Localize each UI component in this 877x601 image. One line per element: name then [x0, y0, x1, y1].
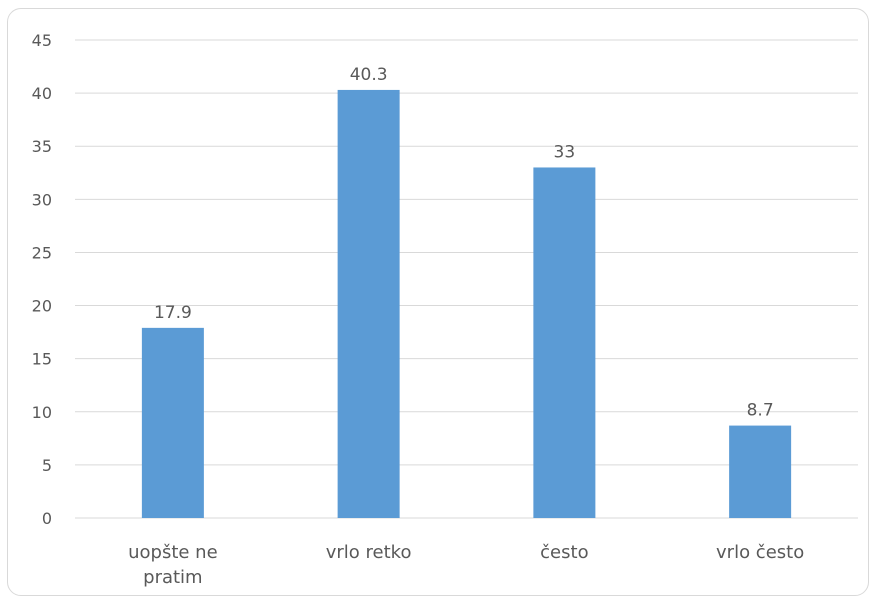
category-label-3: vrlo često	[716, 542, 804, 563]
category-label-0-line-0: uopšte ne	[128, 542, 218, 563]
y-tick-label-30: 30	[32, 190, 52, 209]
data-labels: 17.9 40.3 33 8.7	[154, 65, 774, 421]
data-label-3: 8.7	[747, 401, 774, 421]
y-axis-ticks: 0 5 10 15 20 25 30 35 40 45	[32, 31, 52, 528]
bar-0	[141, 327, 204, 518]
bars	[141, 89, 792, 519]
bar-2	[533, 167, 596, 518]
bar-3	[729, 425, 792, 518]
category-label-2: često	[540, 542, 588, 563]
y-tick-label-10: 10	[32, 403, 52, 422]
y-tick-label-25: 25	[32, 243, 52, 262]
bar-1	[337, 89, 400, 519]
data-label-1: 40.3	[350, 65, 388, 85]
y-tick-label-45: 45	[32, 31, 52, 50]
y-tick-label-5: 5	[42, 456, 52, 475]
category-label-1: vrlo retko	[326, 542, 412, 563]
x-axis-categories: uopšte ne pratim vrlo retko često vrlo često	[128, 542, 804, 588]
data-label-2: 33	[554, 142, 576, 162]
y-tick-label-40: 40	[32, 84, 52, 103]
y-tick-label-15: 15	[32, 350, 52, 369]
y-tick-label-20: 20	[32, 297, 52, 316]
category-label-0-line-1: pratim	[143, 567, 202, 588]
y-tick-label-0: 0	[42, 509, 52, 528]
gridlines	[75, 39, 858, 519]
data-label-0: 17.9	[154, 303, 192, 323]
y-tick-label-35: 35	[32, 137, 52, 156]
